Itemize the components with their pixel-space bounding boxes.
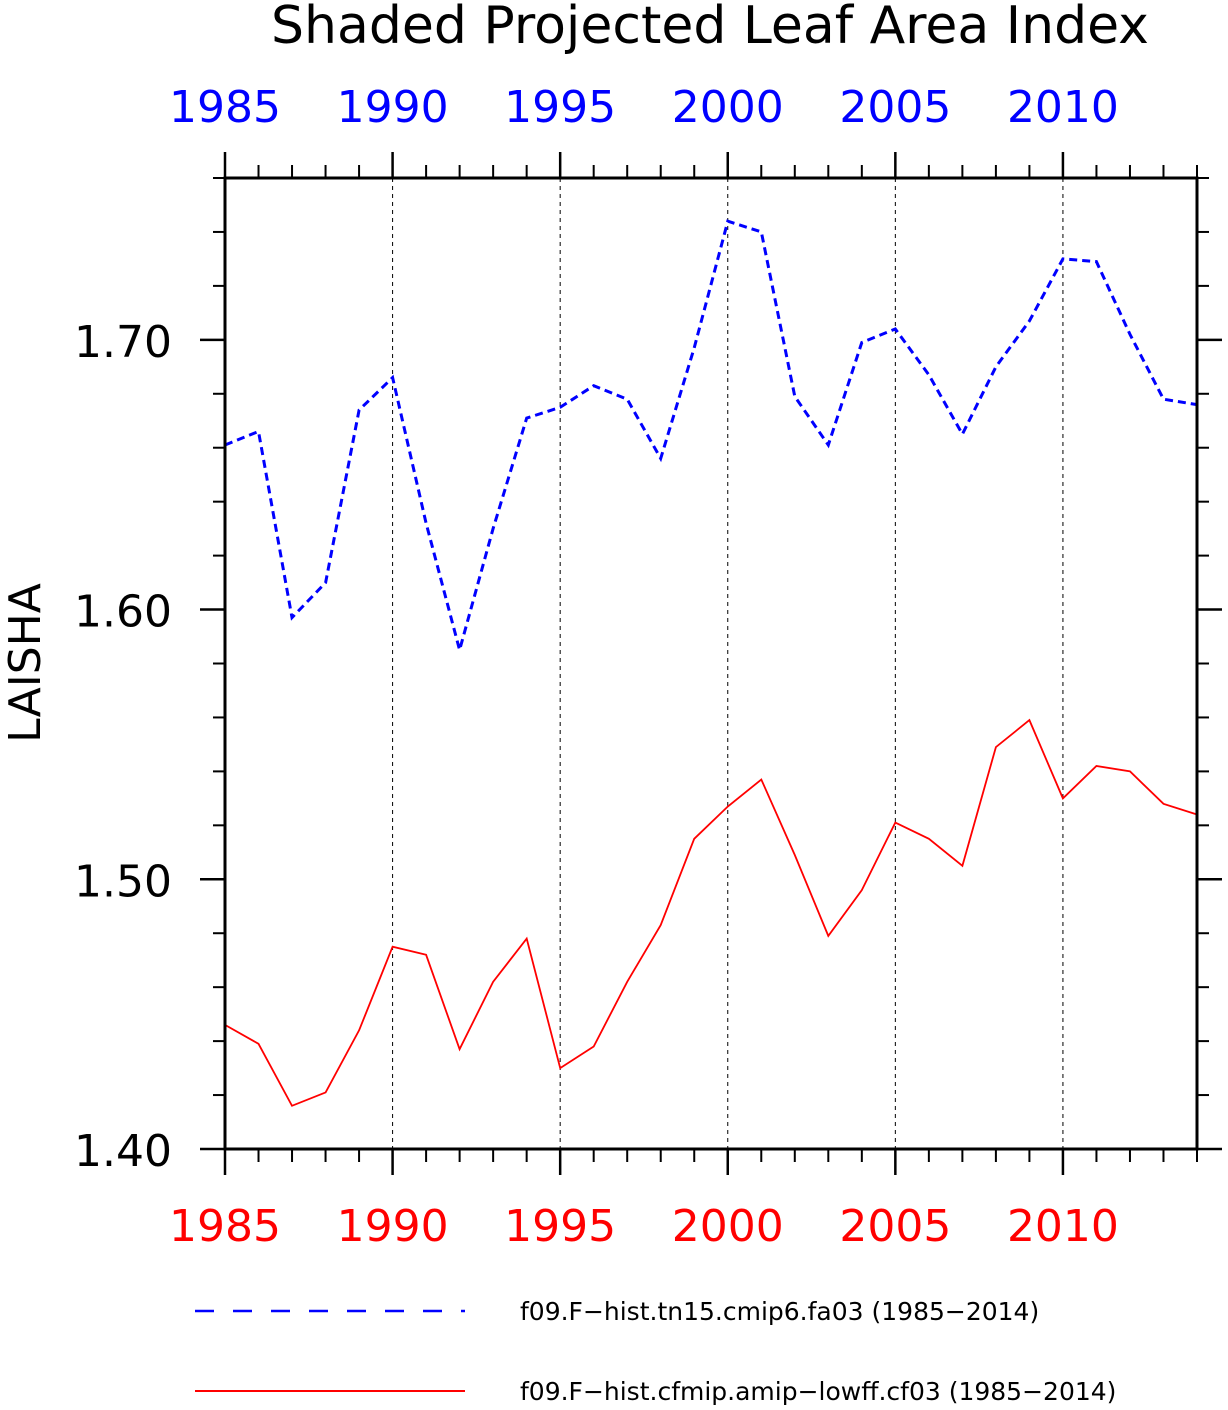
bottom-x-tick-label-2005: 2005 xyxy=(839,1201,951,1252)
top-x-tick-label-2010: 2010 xyxy=(1007,82,1119,133)
legend-label-series-2: f09.F−hist.cfmip.amip−lowff.cf03 (1985−2… xyxy=(520,1377,1116,1406)
top-x-tick-label-1990: 1990 xyxy=(337,82,449,133)
legend: f09.F−hist.tn15.cmip6.fa03 (1985−2014) f… xyxy=(195,1297,1116,1406)
series-line-1 xyxy=(224,219,1198,656)
series-line-2 xyxy=(224,718,1198,1107)
bottom-x-tick-label-1990: 1990 xyxy=(337,1201,449,1252)
top-x-tick-label-2005: 2005 xyxy=(839,82,951,133)
top-x-tick-label-1985: 1985 xyxy=(169,82,281,133)
chart-title: Shaded Projected Leaf Area Index xyxy=(271,0,1149,56)
top-x-tick-label-1995: 1995 xyxy=(504,82,616,133)
y-tick-label-1.60: 1.60 xyxy=(74,587,172,638)
bottom-x-tick-label-1995: 1995 xyxy=(504,1201,616,1252)
top-x-tick-label-2000: 2000 xyxy=(672,82,784,133)
bottom-x-tick-label-1985: 1985 xyxy=(169,1201,281,1252)
top-x-tick-labels: 1985 1990 1995 2000 2005 2010 xyxy=(169,82,1119,133)
series-group xyxy=(224,219,1198,1107)
bottom-x-tick-labels: 1985 1990 1995 2000 2005 2010 xyxy=(169,1201,1119,1252)
y-tick-label-1.70: 1.70 xyxy=(74,317,172,368)
y-tick-label-1.50: 1.50 xyxy=(74,856,172,907)
y-axis-label: LAISHA xyxy=(0,583,51,743)
vertical-grid xyxy=(392,178,1064,1149)
bottom-x-tick-label-2010: 2010 xyxy=(1007,1201,1119,1252)
y-tick-label-1.40: 1.40 xyxy=(74,1126,172,1177)
y-tick-labels: 1.40 1.50 1.60 1.70 xyxy=(74,317,172,1177)
legend-label-series-1: f09.F−hist.tn15.cmip6.fa03 (1985−2014) xyxy=(520,1297,1039,1326)
axis-ticks xyxy=(200,152,1222,1175)
bottom-x-tick-label-2000: 2000 xyxy=(672,1201,784,1252)
